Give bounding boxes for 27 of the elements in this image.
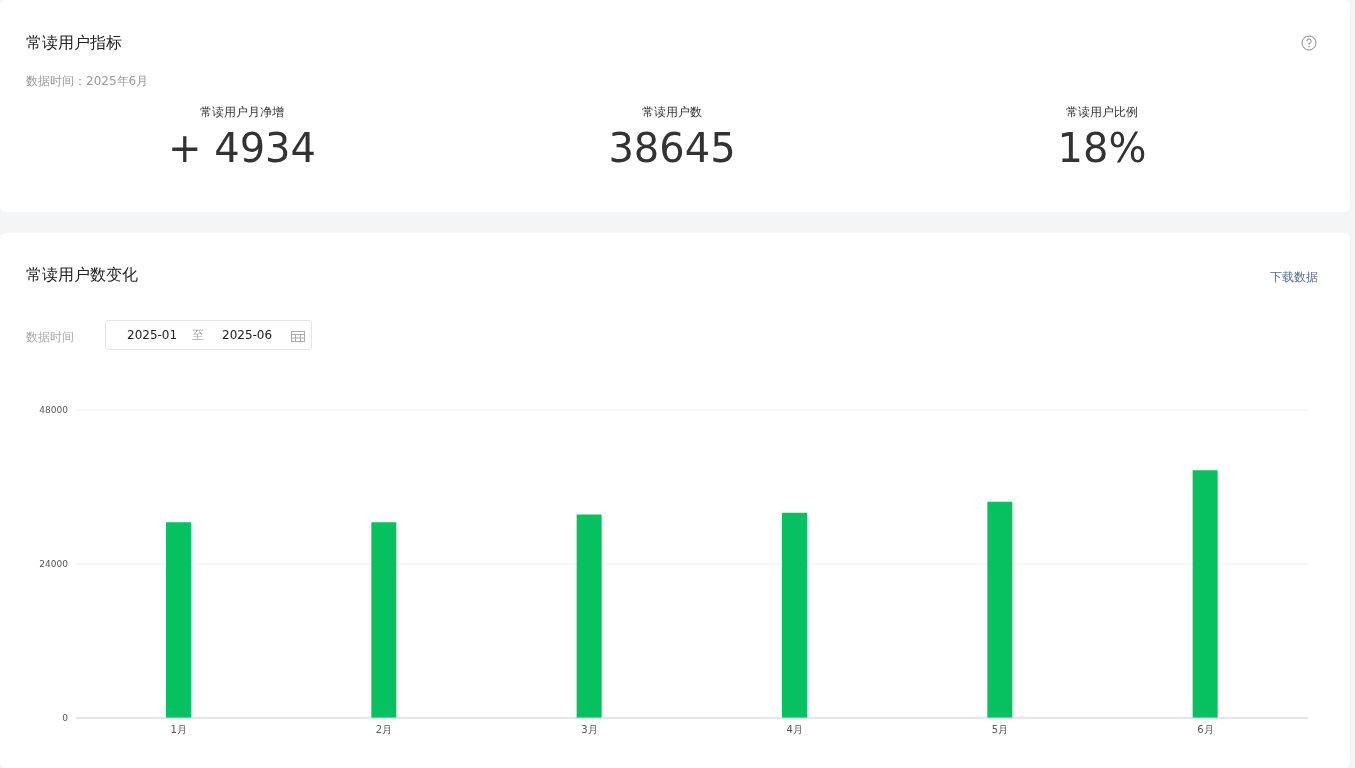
bar	[987, 501, 1013, 718]
text: 常读用户比例	[1065, 104, 1139, 121]
y-tick-label: 48000	[39, 405, 69, 416]
bar	[166, 522, 191, 718]
bar	[576, 514, 602, 718]
x-tick-label: 3月	[581, 724, 598, 736]
chart-title: 常读用户数变化	[26, 265, 138, 286]
text: 常读用户月净增	[199, 104, 285, 121]
date-range-field: 2025-01 至 2025-06	[105, 320, 312, 350]
x-tick-label: 2月	[375, 724, 393, 736]
text: + 4934	[167, 124, 317, 173]
x-tick-label: 4月	[786, 724, 803, 736]
y-tick-label: 24000	[39, 559, 69, 570]
text: 数据时间	[26, 329, 74, 346]
text: 18%	[1056, 124, 1148, 173]
text: 常读用户指标	[26, 33, 122, 54]
x-tick-label: 5月	[991, 724, 1009, 736]
text: 下载数据	[1270, 269, 1318, 286]
bar	[782, 512, 807, 718]
x-tick-label: 6月	[1197, 724, 1214, 736]
text: 数据时间：2025年6月	[26, 73, 149, 90]
bar	[371, 522, 397, 718]
y-tick-label: 0	[62, 713, 69, 724]
x-tick-label: 1月	[170, 724, 187, 736]
bar	[1192, 470, 1218, 718]
text: 38645	[607, 124, 737, 173]
text: 常读用户数	[641, 104, 703, 121]
